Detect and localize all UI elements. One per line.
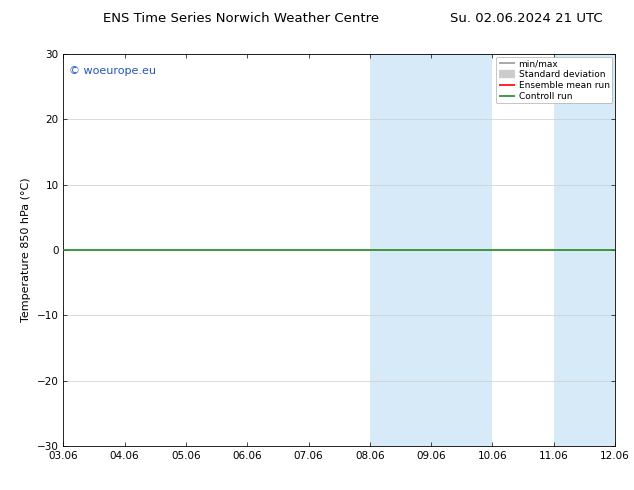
Bar bbox=[431, 54, 493, 446]
Bar bbox=[553, 54, 615, 446]
Text: © woeurope.eu: © woeurope.eu bbox=[69, 66, 156, 75]
Text: Su. 02.06.2024 21 UTC: Su. 02.06.2024 21 UTC bbox=[450, 12, 602, 25]
Y-axis label: Temperature 850 hPa (°C): Temperature 850 hPa (°C) bbox=[21, 177, 31, 322]
Legend: min/max, Standard deviation, Ensemble mean run, Controll run: min/max, Standard deviation, Ensemble me… bbox=[496, 57, 612, 103]
Text: ENS Time Series Norwich Weather Centre: ENS Time Series Norwich Weather Centre bbox=[103, 12, 379, 25]
Bar bbox=[370, 54, 431, 446]
